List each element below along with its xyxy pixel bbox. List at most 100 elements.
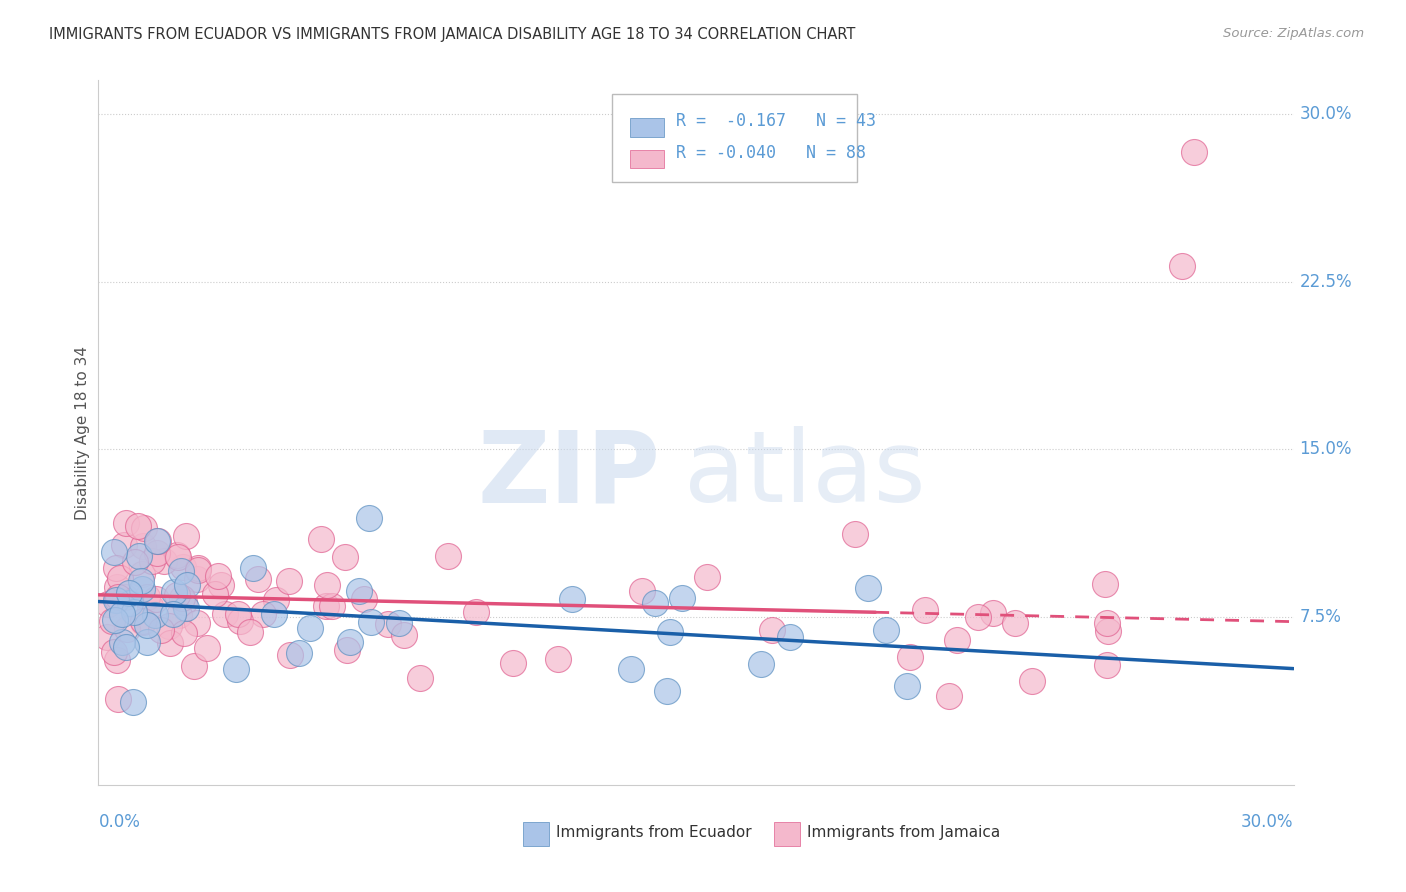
Point bbox=[127, 519, 149, 533]
Point bbox=[186, 572, 208, 586]
Point bbox=[437, 549, 460, 563]
Point bbox=[135, 634, 157, 648]
Point bbox=[139, 599, 162, 613]
Point bbox=[1021, 673, 1043, 688]
Point bbox=[146, 534, 169, 549]
Point bbox=[105, 653, 128, 667]
Point bbox=[112, 538, 135, 552]
Point bbox=[214, 607, 236, 621]
Point bbox=[115, 622, 138, 636]
Text: ZIP: ZIP bbox=[477, 426, 661, 524]
Point bbox=[1182, 145, 1205, 159]
Point bbox=[1322, 134, 1344, 148]
Text: Immigrants from Jamaica: Immigrants from Jamaica bbox=[807, 825, 1000, 840]
Point bbox=[339, 634, 361, 648]
Text: 0.0%: 0.0% bbox=[98, 814, 141, 831]
Point bbox=[252, 607, 274, 621]
FancyBboxPatch shape bbox=[630, 118, 664, 136]
Point bbox=[183, 658, 205, 673]
Point bbox=[143, 607, 166, 622]
Point bbox=[186, 615, 208, 630]
Point bbox=[858, 581, 880, 595]
Point bbox=[96, 630, 118, 644]
Point bbox=[696, 570, 718, 584]
Point bbox=[170, 591, 193, 605]
Text: 30.0%: 30.0% bbox=[1241, 814, 1294, 831]
Point bbox=[105, 561, 128, 575]
Point bbox=[141, 554, 163, 568]
Point bbox=[170, 564, 193, 578]
Text: 15.0%: 15.0% bbox=[1299, 441, 1353, 458]
Point bbox=[278, 648, 301, 662]
FancyBboxPatch shape bbox=[613, 95, 858, 183]
Point bbox=[671, 591, 693, 605]
Point bbox=[333, 550, 356, 565]
Point bbox=[148, 534, 170, 549]
Point bbox=[353, 591, 375, 606]
Point bbox=[129, 574, 152, 588]
Point bbox=[263, 607, 285, 621]
Point bbox=[278, 574, 301, 588]
Point bbox=[166, 588, 188, 602]
Text: 30.0%: 30.0% bbox=[1299, 105, 1353, 123]
Point bbox=[1095, 616, 1118, 631]
Point bbox=[749, 657, 772, 672]
Text: R =  -0.167   N = 43: R = -0.167 N = 43 bbox=[676, 112, 876, 130]
Point bbox=[377, 617, 399, 632]
Point bbox=[896, 679, 918, 693]
Point bbox=[105, 580, 128, 594]
Point bbox=[844, 527, 866, 541]
Point bbox=[204, 587, 226, 601]
Point bbox=[124, 555, 146, 569]
Point bbox=[1171, 259, 1194, 273]
Point bbox=[195, 640, 218, 655]
Point bbox=[287, 646, 309, 660]
Point bbox=[876, 623, 898, 637]
Point bbox=[242, 561, 264, 575]
Point bbox=[336, 642, 359, 657]
Point bbox=[1004, 616, 1026, 631]
Point bbox=[173, 625, 195, 640]
Point bbox=[1094, 576, 1116, 591]
Text: Source: ZipAtlas.com: Source: ZipAtlas.com bbox=[1223, 27, 1364, 40]
Point bbox=[122, 605, 145, 619]
Point bbox=[761, 624, 783, 638]
Text: IMMIGRANTS FROM ECUADOR VS IMMIGRANTS FROM JAMAICA DISABILITY AGE 18 TO 34 CORRE: IMMIGRANTS FROM ECUADOR VS IMMIGRANTS FR… bbox=[49, 27, 856, 42]
Y-axis label: Disability Age 18 to 34: Disability Age 18 to 34 bbox=[75, 345, 90, 520]
Text: Immigrants from Ecuador: Immigrants from Ecuador bbox=[557, 825, 752, 840]
Point bbox=[159, 636, 181, 650]
Point bbox=[309, 533, 332, 547]
Point bbox=[655, 684, 678, 698]
Point bbox=[121, 695, 143, 709]
Point bbox=[561, 592, 583, 607]
Point bbox=[299, 621, 322, 635]
Point bbox=[315, 599, 337, 613]
Point bbox=[174, 529, 197, 543]
Point bbox=[166, 549, 188, 563]
Point bbox=[149, 623, 172, 637]
Point bbox=[207, 569, 229, 583]
Point bbox=[226, 607, 249, 621]
Point bbox=[146, 546, 169, 560]
Point bbox=[172, 560, 194, 574]
Point bbox=[408, 671, 430, 685]
Point bbox=[938, 689, 960, 703]
Point bbox=[101, 614, 124, 628]
Text: R = -0.040   N = 88: R = -0.040 N = 88 bbox=[676, 144, 866, 161]
Point bbox=[118, 596, 141, 610]
Point bbox=[110, 571, 132, 585]
Point bbox=[187, 563, 209, 577]
Point bbox=[1095, 657, 1118, 672]
Point bbox=[360, 615, 382, 629]
Point bbox=[145, 591, 167, 606]
Point bbox=[316, 578, 339, 592]
Point bbox=[898, 650, 921, 665]
Point bbox=[225, 662, 247, 676]
Point bbox=[209, 578, 232, 592]
Point bbox=[107, 691, 129, 706]
Point bbox=[547, 652, 569, 666]
Point bbox=[103, 645, 125, 659]
Point bbox=[914, 603, 936, 617]
Text: 22.5%: 22.5% bbox=[1299, 273, 1353, 291]
Point bbox=[502, 657, 524, 671]
